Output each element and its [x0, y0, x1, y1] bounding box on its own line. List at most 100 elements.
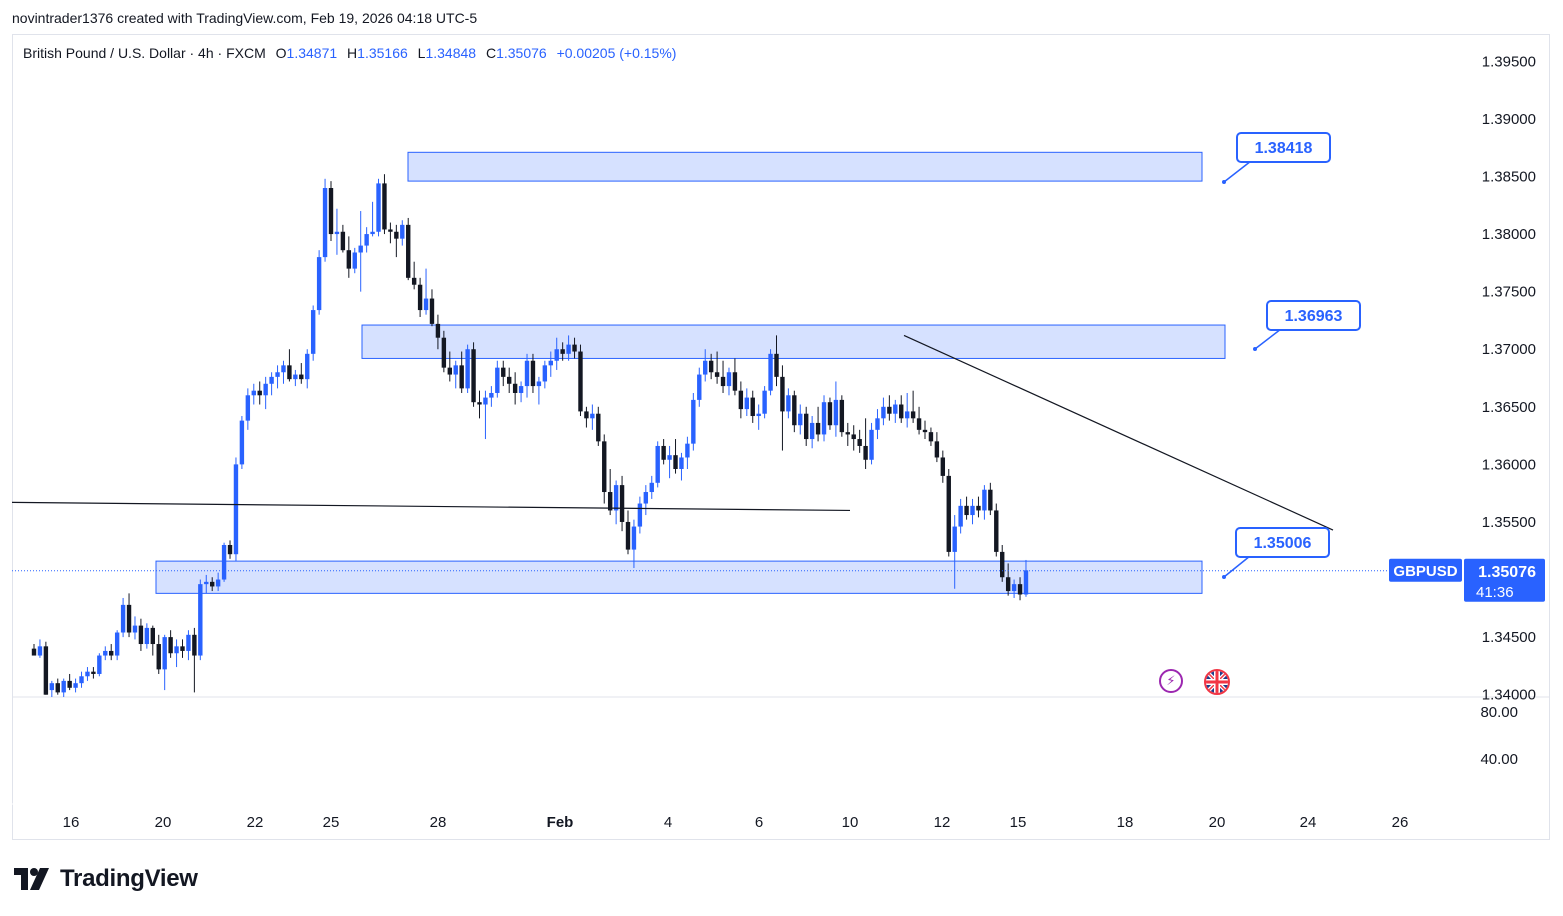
candle-body: [827, 402, 833, 426]
candle: [186, 630, 191, 661]
candle: [198, 579, 203, 661]
legend-high-value: 1.35166: [357, 45, 408, 61]
price-axis-label: 1.38500: [1482, 168, 1536, 185]
candle-body: [916, 418, 922, 430]
candle: [934, 432, 940, 463]
candle-body: [774, 353, 779, 377]
candle-body: [584, 411, 589, 419]
candle: [507, 367, 512, 393]
candle-body: [132, 625, 138, 633]
candle-body: [572, 344, 577, 352]
time-axis-label: 20: [1209, 814, 1226, 831]
candle-body: [744, 397, 749, 410]
candle-body: [138, 625, 144, 645]
legend-symbol[interactable]: British Pound / U.S. Dollar · 4h · FXCM: [23, 45, 266, 61]
candle-body: [821, 402, 827, 435]
candle: [453, 360, 458, 389]
candle-body: [346, 250, 352, 269]
candle-body: [91, 671, 96, 674]
candle-body: [103, 650, 108, 656]
candle: [893, 399, 898, 423]
callout-anchor: [1222, 180, 1226, 184]
candle: [471, 342, 476, 407]
candle-body: [720, 376, 726, 387]
candle-body: [697, 374, 702, 400]
candle-body: [607, 492, 613, 511]
time-axis-label: 25: [323, 814, 340, 831]
candle-body: [708, 360, 714, 373]
chart-frame[interactable]: [12, 34, 1550, 840]
candle: [43, 641, 49, 695]
candle-body: [447, 367, 452, 375]
candle-body: [619, 485, 625, 522]
candle-body: [673, 455, 678, 469]
candle-body: [31, 648, 37, 656]
candle-body: [43, 646, 49, 695]
candle-body: [667, 455, 672, 460]
candle: [821, 395, 827, 442]
candle-body: [750, 397, 755, 417]
price-axis-label: 1.36000: [1482, 456, 1536, 473]
candle: [863, 418, 868, 469]
candle-body: [1017, 584, 1023, 595]
candle: [97, 653, 102, 677]
candle: [1011, 579, 1017, 598]
candle-body: [215, 579, 221, 587]
candle-body: [423, 298, 429, 311]
candle-body: [970, 505, 975, 516]
current-price-badge: [1464, 558, 1545, 602]
candle: [637, 496, 643, 534]
attribution-text: novintrader1376 created with TradingView…: [12, 10, 478, 26]
candle: [815, 406, 821, 442]
candle-body: [275, 372, 280, 377]
candle-body: [120, 604, 126, 633]
candle: [667, 445, 672, 479]
candle: [429, 289, 435, 327]
tradingview-logo-icon: [14, 868, 49, 890]
indicator-axis-label: 80.00: [1480, 704, 1518, 721]
current-price-text: 1.35076: [1478, 564, 1536, 581]
candle: [263, 376, 268, 410]
candle-body: [839, 399, 845, 433]
zone-layer: [155, 151, 1226, 594]
candle-body: [815, 422, 821, 435]
candle-body: [703, 360, 708, 375]
candle: [334, 208, 340, 255]
candle: [477, 390, 482, 419]
candle: [827, 397, 833, 430]
candle: [512, 372, 518, 405]
candle: [1000, 544, 1005, 582]
candle-body: [881, 406, 886, 419]
candle: [120, 597, 126, 638]
callout-box: [1266, 300, 1361, 331]
candle-body: [507, 376, 512, 384]
candle: [293, 369, 298, 387]
candle: [780, 365, 785, 451]
candle-body: [316, 257, 322, 311]
candle: [489, 386, 494, 407]
candle: [310, 305, 316, 361]
uk-flag-icon[interactable]: [1204, 669, 1230, 695]
candle: [168, 630, 173, 658]
candle: [251, 383, 256, 405]
candle: [631, 519, 637, 569]
candle-body: [904, 411, 910, 419]
time-axis-label: 18: [1117, 814, 1134, 831]
candle: [845, 422, 850, 446]
candle: [988, 482, 993, 516]
candle: [804, 406, 809, 446]
candle-body: [85, 671, 90, 677]
callout-box: [1235, 527, 1330, 558]
candle: [233, 457, 239, 562]
candle-body: [578, 351, 583, 412]
candle: [602, 434, 607, 504]
candle: [447, 351, 452, 382]
candle: [281, 360, 286, 384]
lightning-icon[interactable]: ⚡: [1159, 669, 1183, 693]
candle: [162, 634, 167, 691]
tradingview-logo[interactable]: TradingView: [14, 864, 198, 894]
candle: [833, 381, 839, 437]
candle: [114, 630, 120, 661]
candle: [180, 639, 185, 658]
